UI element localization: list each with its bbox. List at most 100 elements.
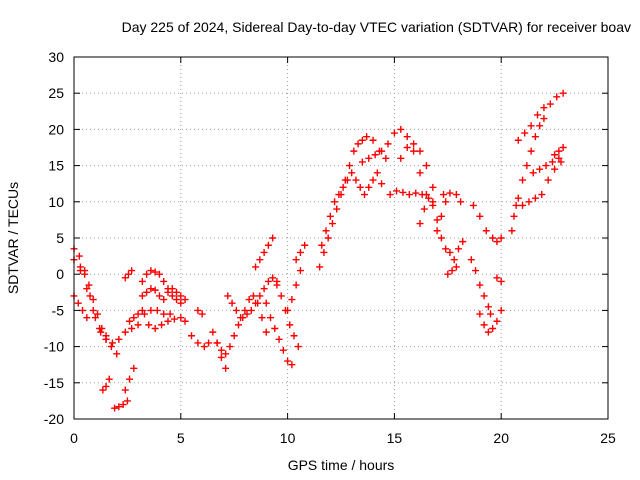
data-point-t41 <box>559 89 567 97</box>
data-point-t14 <box>194 339 202 347</box>
data-point-t27 <box>371 151 379 159</box>
data-point-t2 <box>91 314 99 322</box>
data-point-t18 <box>245 296 253 304</box>
data-point-t38 <box>484 328 492 336</box>
data-point-t25 <box>333 205 341 213</box>
data-point-t12 <box>160 310 168 318</box>
data-point-t20 <box>260 248 268 256</box>
data-point-t25 <box>350 147 358 155</box>
data-point-t43 <box>531 194 539 202</box>
data-point-t16 <box>222 364 230 372</box>
data-point-t8 <box>124 270 132 278</box>
data-point-t18 <box>228 299 236 307</box>
data-point-t45 <box>555 147 563 155</box>
data-point-t13 <box>170 315 178 323</box>
data-point-t27 <box>390 129 398 137</box>
data-point-t20 <box>264 241 272 249</box>
data-point-t6 <box>115 403 123 411</box>
data-point-t22 <box>277 292 285 300</box>
data-point-t21 <box>262 299 270 307</box>
data-point-t33 <box>446 189 454 197</box>
data-point-t25 <box>363 133 371 141</box>
data-point-t11 <box>147 285 155 293</box>
data-point-t21 <box>267 314 275 322</box>
data-point-t28 <box>412 189 420 197</box>
data-point-t25 <box>324 234 332 242</box>
data-point-t18 <box>262 328 270 336</box>
data-point-t1 <box>121 328 129 336</box>
data-point-t6 <box>119 401 127 409</box>
data-point-t3 <box>85 281 93 289</box>
y-tick-label: 30 <box>48 49 64 65</box>
data-point-t36 <box>489 234 497 242</box>
data-point-t1 <box>115 335 123 343</box>
data-point-t36 <box>482 227 490 235</box>
data-point-t40 <box>508 227 516 235</box>
data-point-t3 <box>89 296 97 304</box>
data-point-t14 <box>205 339 213 347</box>
data-point-t33 <box>440 191 448 199</box>
data-point-t19 <box>230 332 238 340</box>
data-point-t11 <box>181 296 189 304</box>
data-point-t41 <box>527 122 535 130</box>
data-point-t26 <box>369 176 377 184</box>
data-point-t34 <box>444 270 452 278</box>
data-point-t22 <box>286 321 294 329</box>
data-point-t12 <box>147 306 155 314</box>
data-point-t27 <box>365 154 373 162</box>
data-point-t16 <box>209 328 217 336</box>
data-point-t26 <box>352 176 360 184</box>
data-point-t30 <box>425 194 433 202</box>
x-tick-label: 25 <box>600 430 616 446</box>
data-point-t26 <box>356 183 364 191</box>
data-point-t25 <box>346 162 354 170</box>
data-point-t10 <box>138 277 146 285</box>
data-point-t32 <box>433 227 441 235</box>
data-point-t21 <box>279 346 287 354</box>
data-point-t38 <box>476 310 484 318</box>
data-point-t26 <box>365 183 373 191</box>
data-point-t5 <box>102 382 110 390</box>
data-point-t24 <box>292 256 300 264</box>
y-tick-label: 5 <box>56 230 64 246</box>
data-point-t10 <box>160 277 168 285</box>
data-point-t25 <box>354 140 362 148</box>
y-tick-label: 25 <box>48 85 64 101</box>
data-point-t37 <box>487 310 495 318</box>
data-point-t19 <box>226 343 234 351</box>
data-point-t10 <box>143 270 151 278</box>
data-point-t31 <box>433 216 441 224</box>
data-point-t7 <box>130 364 138 372</box>
data-point-t24 <box>296 248 304 256</box>
data-point-t43 <box>557 158 565 166</box>
data-point-t12 <box>140 310 148 318</box>
data-point-t27 <box>397 125 405 133</box>
data-point-t42 <box>519 176 527 184</box>
y-tick-label: 15 <box>48 158 64 174</box>
data-point-t12 <box>166 310 174 318</box>
data-point-t10 <box>151 268 159 276</box>
data-point-t18 <box>224 292 232 300</box>
data-point-t37 <box>472 267 480 275</box>
data-point-t27 <box>378 147 386 155</box>
data-point-t27 <box>416 169 424 177</box>
data-point-t36 <box>476 212 484 220</box>
data-point-t44 <box>536 165 544 173</box>
data-point-t45 <box>551 151 559 159</box>
data-point-t31 <box>429 198 437 206</box>
data-point-t20 <box>252 263 260 271</box>
data-point-t2 <box>75 252 83 260</box>
data-point-t7 <box>126 375 134 383</box>
data-point-t13 <box>181 317 189 325</box>
data-point-t17 <box>213 339 221 347</box>
data-point-t29 <box>410 140 418 148</box>
data-point-t44 <box>542 162 550 170</box>
data-point-t29 <box>422 162 430 170</box>
data-point-t22 <box>273 277 281 285</box>
data-point-t18 <box>258 314 266 322</box>
y-tick-label: 20 <box>48 121 64 137</box>
data-point-t44 <box>555 154 563 162</box>
data-point-t27 <box>410 147 418 155</box>
data-point-t27 <box>403 133 411 141</box>
